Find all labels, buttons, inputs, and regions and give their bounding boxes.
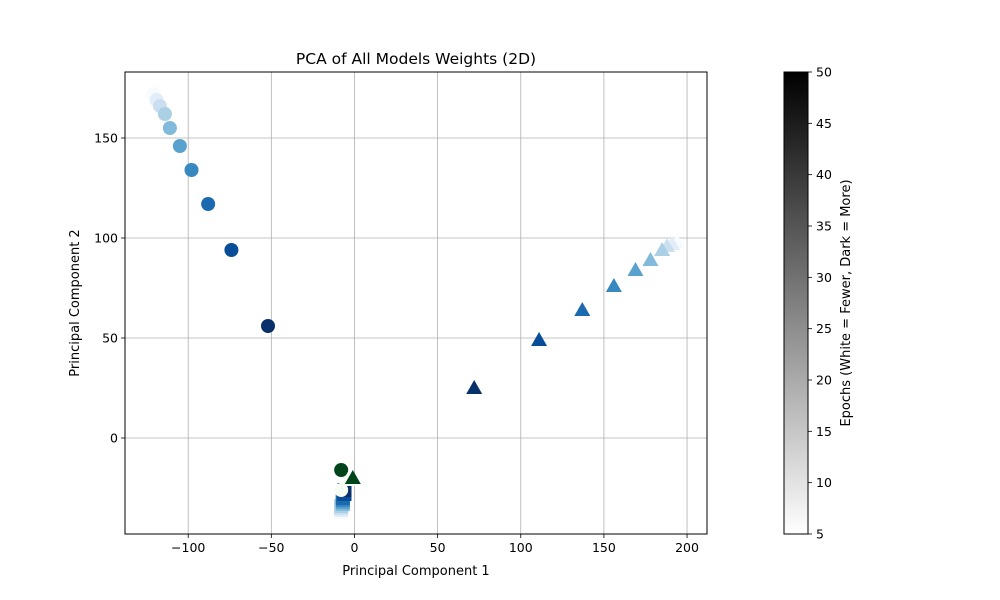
chart-title: PCA of All Models Weights (2D)	[296, 50, 536, 68]
plot-frame	[124, 71, 708, 535]
x-tick-label: −50	[258, 540, 284, 555]
colorbar-tick-label: 10	[816, 475, 832, 490]
y-tick-label: 0	[110, 431, 118, 446]
colorbar-ticks: 5 10 15 20 25 30 35 40 45 50	[808, 65, 832, 542]
data-point-circle	[224, 243, 239, 257]
data-point-circle	[334, 463, 349, 477]
y-axis-label: Principal Component 2	[68, 229, 83, 376]
data-point-triangle	[627, 262, 644, 276]
y-tick-label: 50	[102, 331, 118, 346]
data-point-triangle	[654, 242, 671, 256]
x-tick-label: −100	[171, 540, 205, 555]
colorbar-tick-label: 15	[816, 424, 832, 439]
data-point-circle	[334, 483, 349, 497]
data-point-triangle	[642, 252, 659, 266]
x-tick-label: 0	[350, 540, 358, 555]
colorbar-tick-label: 45	[816, 116, 832, 131]
colorbar-tick-label: 20	[816, 373, 832, 388]
grid-lines	[125, 72, 707, 534]
colorbar	[783, 71, 809, 535]
data-point-triangle	[531, 332, 548, 346]
data-point-triangle	[344, 470, 361, 484]
x-axis-label: Principal Component 1	[342, 564, 489, 579]
data-point-triangle	[605, 278, 622, 292]
x-tick-label: 150	[592, 540, 616, 555]
x-axis-ticks: −100 −50 0 50 100 150 200	[171, 534, 699, 555]
colorbar-tick-label: 35	[816, 219, 832, 234]
y-axis-ticks: 0 50 100 150	[94, 131, 125, 446]
y-tick-label: 100	[94, 231, 118, 246]
x-tick-label: 100	[509, 540, 533, 555]
data-point-circle	[172, 139, 187, 153]
data-point-circle	[157, 107, 172, 121]
y-tick-label: 150	[94, 131, 118, 146]
colorbar-tick-label: 5	[816, 527, 824, 542]
x-tick-label: 200	[675, 540, 699, 555]
colorbar-label: Epochs (White = Fewer, Dark = More)	[839, 179, 854, 426]
data-point-circle	[201, 197, 216, 211]
data-point-triangle	[574, 302, 591, 316]
data-points	[146, 87, 686, 519]
data-point-triangle	[466, 380, 483, 394]
colorbar-tick-label: 50	[816, 65, 832, 80]
data-point-circle	[184, 163, 199, 177]
colorbar-tick-label: 40	[816, 167, 832, 182]
data-point-circle	[162, 121, 177, 135]
colorbar-tick-label: 30	[816, 270, 832, 285]
x-tick-label: 50	[430, 540, 446, 555]
colorbar-tick-label: 25	[816, 321, 832, 336]
data-point-circle	[261, 319, 276, 333]
